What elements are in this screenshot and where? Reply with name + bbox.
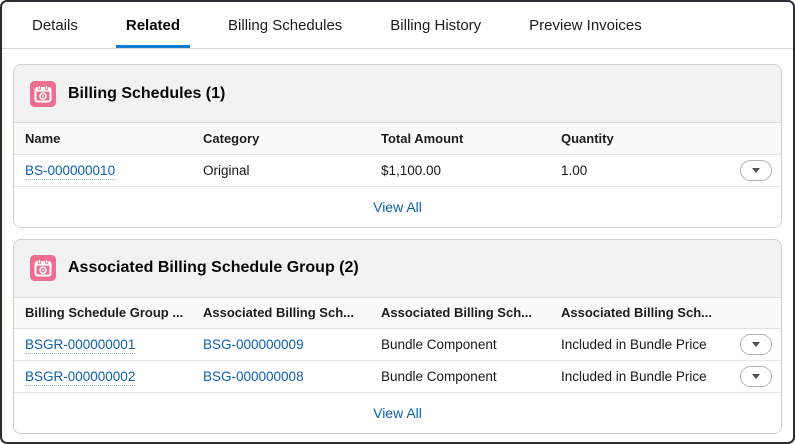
billing-schedules-table: Name Category Total Amount Quantity BS-0… (14, 123, 781, 187)
tab-label: Billing History (390, 16, 482, 34)
cell-associated-schedule: BSG-000000008 (192, 360, 370, 393)
table-header-row: Name Category Total Amount Quantity (14, 123, 781, 155)
column-header-name[interactable]: Name (14, 123, 192, 155)
card-footer: View All (14, 393, 781, 433)
card-footer: View All (14, 186, 781, 227)
cell-group-name: BSGR-000000001 (14, 328, 192, 361)
row-actions-button[interactable] (740, 334, 772, 355)
associated-billing-schedule-group-table: Billing Schedule Group ... Associated Bi… (14, 297, 781, 393)
cell-category: Original (192, 154, 370, 187)
column-header-actions (729, 297, 781, 329)
billing-schedules-card: Billing Schedules (1) Name Category Tota… (13, 64, 782, 228)
cell-quantity: 1.00 (550, 154, 729, 187)
table-row: BS-000000010 Original $1,100.00 1.00 (14, 154, 781, 187)
cell-total-amount: $1,100.00 (370, 154, 550, 187)
view-all-link[interactable]: View All (373, 198, 422, 215)
tab-preview-invoices[interactable]: Preview Invoices (519, 2, 652, 48)
card-title[interactable]: Billing Schedules (1) (68, 84, 226, 102)
cell-type: Bundle Component (370, 328, 550, 361)
associated-billing-schedule-group-card: Associated Billing Schedule Group (2) Bi… (13, 238, 782, 434)
cell-type: Bundle Component (370, 360, 550, 393)
column-header-associated-billing-schedule-2[interactable]: Associated Billing Sch... (370, 297, 550, 329)
cell-pricing: Included in Bundle Price (550, 328, 729, 361)
column-header-billing-schedule-group[interactable]: Billing Schedule Group ... (14, 297, 192, 329)
column-header-actions (729, 123, 781, 155)
column-header-category[interactable]: Category (192, 123, 370, 155)
related-lists-container: Billing Schedules (1) Name Category Tota… (2, 49, 793, 434)
chevron-down-icon (752, 374, 760, 379)
table-row: BSGR-000000001 BSG-000000009 Bundle Comp… (14, 328, 781, 361)
record-link[interactable]: BSGR-000000001 (25, 337, 136, 354)
record-link[interactable]: BS-000000010 (25, 162, 116, 180)
tab-label: Related (125, 16, 181, 34)
cell-name: BS-000000010 (14, 154, 192, 187)
column-header-total-amount[interactable]: Total Amount (370, 123, 550, 155)
record-link[interactable]: BSGR-000000002 (25, 369, 136, 386)
tab-label: Details (32, 16, 78, 34)
cell-actions (729, 154, 781, 187)
card-header: Billing Schedules (1) (14, 65, 781, 123)
card-title[interactable]: Associated Billing Schedule Group (2) (68, 259, 359, 276)
column-header-associated-billing-schedule-1[interactable]: Associated Billing Sch... (192, 297, 370, 329)
cell-actions (729, 360, 781, 393)
tab-label: Preview Invoices (529, 16, 642, 34)
cell-associated-schedule: BSG-000000009 (192, 328, 370, 361)
card-header: Associated Billing Schedule Group (2) (14, 239, 781, 298)
chevron-down-icon (752, 342, 760, 347)
tab-billing-history[interactable]: Billing History (380, 2, 491, 48)
tab-billing-schedules[interactable]: Billing Schedules (218, 2, 352, 48)
chevron-down-icon (752, 167, 760, 173)
row-actions-button[interactable] (740, 366, 772, 387)
cell-actions (729, 328, 781, 361)
view-all-link[interactable]: View All (373, 405, 422, 421)
tab-related[interactable]: Related (115, 2, 191, 48)
tab-details[interactable]: Details (22, 2, 88, 48)
record-link[interactable]: BSG-000000009 (203, 337, 304, 352)
billing-schedule-group-icon (30, 255, 56, 281)
record-link[interactable]: BSG-000000008 (203, 369, 304, 384)
tab-bar: Details Related Billing Schedules Billin… (2, 2, 793, 49)
row-actions-button[interactable] (740, 159, 772, 181)
table-row: BSGR-000000002 BSG-000000008 Bundle Comp… (14, 360, 781, 393)
column-header-quantity[interactable]: Quantity (550, 123, 729, 155)
column-header-associated-billing-schedule-3[interactable]: Associated Billing Sch... (550, 297, 729, 329)
tab-label: Billing Schedules (228, 16, 343, 34)
cell-pricing: Included in Bundle Price (550, 360, 729, 393)
cell-group-name: BSGR-000000002 (14, 360, 192, 393)
billing-schedules-icon (30, 80, 56, 107)
table-header-row: Billing Schedule Group ... Associated Bi… (14, 297, 781, 329)
